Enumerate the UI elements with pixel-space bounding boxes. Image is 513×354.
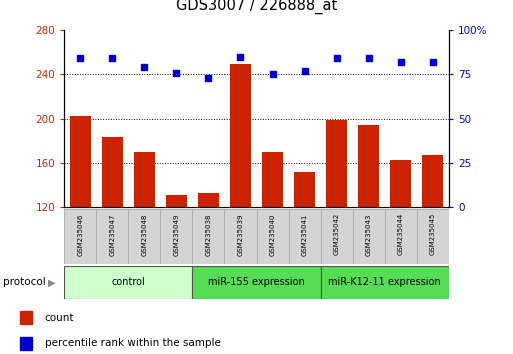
- Point: [76, 56, 84, 61]
- Text: percentile rank within the sample: percentile rank within the sample: [45, 338, 221, 348]
- FancyBboxPatch shape: [321, 266, 449, 299]
- FancyBboxPatch shape: [225, 209, 256, 264]
- Bar: [294, 172, 315, 340]
- Bar: [358, 125, 379, 340]
- Point: [332, 56, 341, 61]
- FancyBboxPatch shape: [64, 209, 96, 264]
- Text: GSM235045: GSM235045: [430, 213, 436, 256]
- FancyBboxPatch shape: [321, 209, 353, 264]
- FancyBboxPatch shape: [160, 209, 192, 264]
- Bar: [198, 193, 219, 340]
- Text: GSM235040: GSM235040: [269, 213, 275, 256]
- Text: GSM235041: GSM235041: [302, 213, 308, 256]
- Text: count: count: [45, 313, 74, 323]
- Text: GSM235038: GSM235038: [205, 213, 211, 256]
- FancyBboxPatch shape: [192, 209, 225, 264]
- FancyBboxPatch shape: [417, 209, 449, 264]
- Point: [365, 56, 373, 61]
- FancyBboxPatch shape: [385, 209, 417, 264]
- Bar: [20, 337, 32, 350]
- Bar: [422, 155, 443, 340]
- FancyBboxPatch shape: [192, 266, 321, 299]
- Bar: [390, 160, 411, 340]
- Point: [301, 68, 309, 74]
- Bar: [20, 312, 32, 324]
- Point: [204, 75, 212, 81]
- Text: GSM235047: GSM235047: [109, 213, 115, 256]
- FancyBboxPatch shape: [256, 209, 288, 264]
- FancyBboxPatch shape: [128, 209, 160, 264]
- Text: protocol: protocol: [3, 277, 45, 287]
- FancyBboxPatch shape: [288, 209, 321, 264]
- Text: miR-155 expression: miR-155 expression: [208, 277, 305, 287]
- Point: [172, 70, 181, 75]
- Text: control: control: [111, 277, 145, 287]
- Bar: [166, 195, 187, 340]
- Bar: [326, 120, 347, 340]
- Point: [108, 56, 116, 61]
- Text: GSM235044: GSM235044: [398, 213, 404, 256]
- Point: [397, 59, 405, 65]
- Text: miR-K12-11 expression: miR-K12-11 expression: [328, 277, 441, 287]
- Text: GSM235042: GSM235042: [333, 213, 340, 256]
- Point: [140, 64, 148, 70]
- Text: GSM235039: GSM235039: [238, 213, 244, 256]
- Text: GSM235049: GSM235049: [173, 213, 180, 256]
- Bar: [230, 64, 251, 340]
- Bar: [134, 152, 155, 340]
- Text: GSM235048: GSM235048: [141, 213, 147, 256]
- Text: GDS3007 / 226888_at: GDS3007 / 226888_at: [176, 0, 337, 14]
- FancyBboxPatch shape: [353, 209, 385, 264]
- Point: [236, 54, 245, 59]
- Bar: [262, 152, 283, 340]
- Text: GSM235046: GSM235046: [77, 213, 83, 256]
- Bar: [102, 137, 123, 340]
- Point: [429, 59, 437, 65]
- FancyBboxPatch shape: [96, 209, 128, 264]
- FancyBboxPatch shape: [64, 266, 192, 299]
- Bar: [70, 116, 91, 340]
- Point: [268, 72, 277, 77]
- Text: GSM235043: GSM235043: [366, 213, 372, 256]
- Text: ▶: ▶: [48, 277, 55, 287]
